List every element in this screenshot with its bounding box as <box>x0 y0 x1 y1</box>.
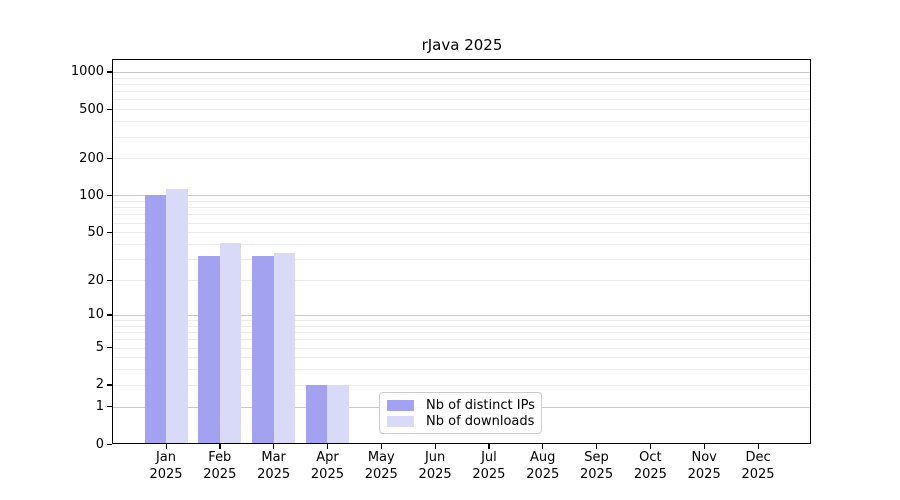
x-tick-label: Jul 2025 <box>472 450 506 482</box>
y-tick-mark <box>107 108 112 110</box>
gridline-minor <box>113 214 811 216</box>
x-tick-label: Dec 2025 <box>741 450 775 482</box>
gridline-major <box>113 314 811 316</box>
gridline-minor <box>113 207 811 209</box>
x-tick-label: Aug 2025 <box>526 450 560 482</box>
gridline-minor <box>113 83 811 85</box>
y-tick-mark <box>107 231 112 233</box>
y-tick-label: 500 <box>79 101 104 117</box>
legend-swatch-distinct-ips <box>387 400 414 411</box>
bar-distinct-ips-jan <box>144 194 166 444</box>
x-tick-mark <box>649 444 652 449</box>
gridline-major <box>113 71 811 73</box>
legend: Nb of distinct IPs Nb of downloads <box>379 392 542 434</box>
y-tick-mark <box>107 314 112 316</box>
legend-label-distinct-ips: Nb of distinct IPs <box>426 398 535 413</box>
bar-downloads-apr <box>327 384 349 444</box>
y-tick-label: 50 <box>87 224 104 240</box>
y-tick-mark <box>107 279 112 281</box>
y-tick-label: 5 <box>95 340 104 355</box>
y-tick-mark <box>107 443 112 445</box>
x-tick-label: Nov 2025 <box>687 450 721 482</box>
x-tick-mark <box>380 444 382 449</box>
gridline-minor <box>113 222 811 224</box>
gridline-minor <box>113 369 811 371</box>
gridline-minor <box>113 109 811 111</box>
gridline-minor <box>113 99 811 101</box>
y-tick-label: 1000 <box>70 64 104 80</box>
x-tick-label: Apr 2025 <box>310 450 344 482</box>
gridline-minor <box>113 77 811 79</box>
gridline-minor <box>113 320 811 321</box>
y-tick-label: 20 <box>87 272 104 288</box>
gridline-minor <box>113 91 811 93</box>
gridline-minor <box>113 259 811 261</box>
gridline-minor <box>113 280 811 282</box>
gridline-minor <box>113 384 811 386</box>
chart-title: rJava 2025 <box>421 36 503 54</box>
bar-distinct-ips-mar <box>252 255 274 444</box>
gridline-minor <box>113 332 811 334</box>
x-tick-mark <box>165 444 167 449</box>
y-tick-mark <box>107 157 112 160</box>
bar-distinct-ips-feb <box>198 255 220 444</box>
y-tick-mark <box>107 347 112 349</box>
gridline-minor <box>113 339 811 341</box>
y-tick-label: 200 <box>79 150 104 166</box>
y-tick-mark <box>107 406 112 408</box>
legend-item-distinct-ips: Nb of distinct IPs <box>387 398 535 413</box>
x-tick-mark <box>434 444 436 449</box>
y-tick-mark <box>107 71 112 73</box>
plot-area <box>113 60 811 444</box>
gridline-major <box>113 195 811 197</box>
y-tick-label: 100 <box>79 187 104 203</box>
x-tick-mark <box>542 444 544 449</box>
x-tick-label: Jan 2025 <box>149 450 183 482</box>
x-tick-mark <box>273 444 275 449</box>
bar-downloads-mar <box>273 252 296 444</box>
y-tick-label: 2 <box>95 377 104 393</box>
x-tick-mark <box>703 444 705 449</box>
bar-distinct-ips-apr <box>305 384 328 444</box>
gridline-minor <box>113 347 811 349</box>
y-tick-mark <box>107 384 112 386</box>
gridline-minor <box>113 357 811 359</box>
gridline-minor <box>113 158 811 160</box>
x-tick-mark <box>596 444 598 449</box>
y-tick-label: 10 <box>87 307 104 323</box>
x-tick-label: Jun 2025 <box>418 450 452 482</box>
gridline-minor <box>113 201 811 203</box>
x-tick-mark <box>219 444 221 449</box>
bar-downloads-jan <box>166 189 188 444</box>
gridline-minor <box>113 244 811 245</box>
legend-swatch-downloads <box>387 416 414 427</box>
y-tick-mark <box>107 194 112 197</box>
x-tick-mark <box>488 444 490 449</box>
x-tick-label: Mar 2025 <box>257 450 291 482</box>
legend-item-downloads: Nb of downloads <box>387 414 535 429</box>
x-tick-label: Oct 2025 <box>633 450 667 482</box>
gridline-minor <box>113 136 811 138</box>
y-tick-label: 1 <box>95 399 104 415</box>
gridline-minor <box>113 325 811 327</box>
x-tick-mark <box>757 444 759 449</box>
x-tick-mark <box>326 444 329 449</box>
gridline-minor <box>113 232 811 234</box>
x-tick-label: Feb 2025 <box>203 450 237 482</box>
x-tick-label: May 2025 <box>364 450 398 482</box>
legend-label-downloads: Nb of downloads <box>426 414 535 429</box>
x-tick-label: Sep 2025 <box>580 450 614 482</box>
bar-downloads-feb <box>219 242 242 444</box>
y-tick-label: 0 <box>95 436 104 452</box>
gridline-minor <box>113 121 811 123</box>
